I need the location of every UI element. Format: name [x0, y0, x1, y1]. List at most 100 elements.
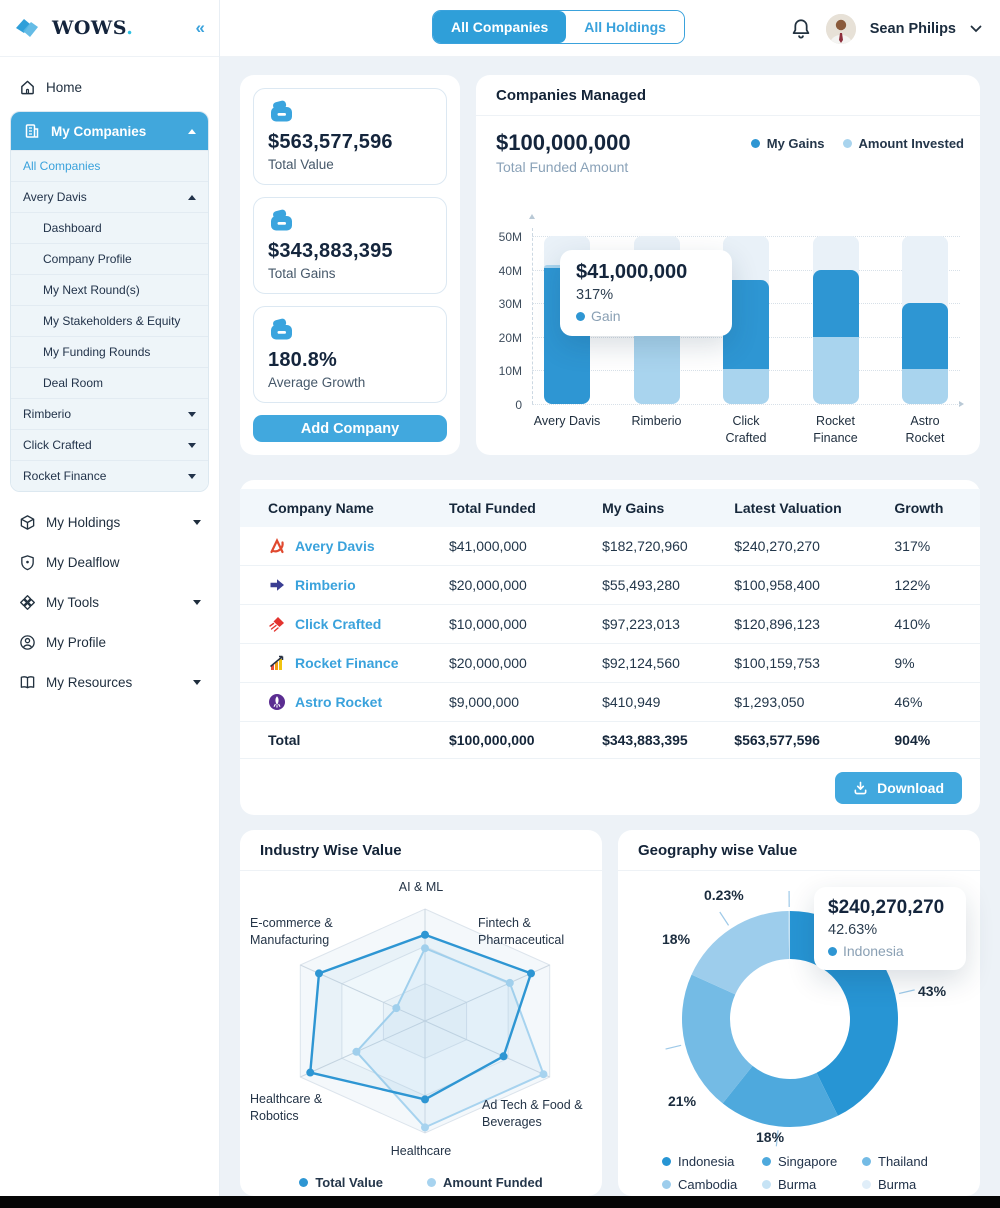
- sidebar-item-my-profile[interactable]: My Profile: [10, 624, 209, 660]
- astro-rocket-logo: [268, 693, 286, 711]
- cell-gains: $55,493,280: [602, 577, 680, 593]
- total-funded: $100,000,000: [448, 732, 535, 748]
- table-row: Astro Rocket $9,000,000 $410,949 $1,293,050…: [240, 683, 980, 722]
- company-link-rimberio[interactable]: Rimberio: [268, 576, 449, 594]
- sidebar-item-label: My Tools: [46, 594, 100, 610]
- sidebar-item-label: Home: [46, 79, 83, 95]
- sidebar-subitem-my-funding-rounds[interactable]: My Funding Rounds: [11, 336, 208, 367]
- sidebar-subitem-deal-room[interactable]: Deal Room: [11, 367, 208, 398]
- user-menu-chevron-icon[interactable]: [970, 25, 982, 33]
- avery-davis-logo: [268, 537, 286, 555]
- bar-segment-invested[interactable]: [812, 336, 859, 404]
- bar-segment-invested[interactable]: [723, 368, 769, 404]
- legend-label: Singapore: [778, 1154, 838, 1169]
- bar-segment-gain[interactable]: [812, 269, 859, 337]
- add-company-button[interactable]: Add Company: [253, 415, 447, 442]
- legend-label: Indonesia: [678, 1154, 735, 1169]
- sidebar-item-home[interactable]: Home: [10, 69, 209, 105]
- radar-point: [421, 1123, 429, 1132]
- bar-astro-rocket[interactable]: Astro Rocket: [902, 236, 948, 445]
- sidebar-collapse-icon[interactable]: «: [195, 18, 206, 37]
- total-gains: $343,883,395: [602, 732, 688, 748]
- legend-label: Amount Invested: [858, 136, 964, 151]
- cell-growth: 410%: [894, 616, 931, 632]
- sidebar: WOWS. « Home My Companies All Companies A…: [0, 0, 220, 1196]
- donut-slice-singapore[interactable]: [722, 1065, 838, 1127]
- sidebar-item-my-resources[interactable]: My Resources: [10, 664, 209, 700]
- sidebar-item-my-tools[interactable]: My Tools: [10, 584, 209, 620]
- sidebar-subitem-click-crafted[interactable]: Click Crafted: [11, 429, 208, 460]
- radar-point: [527, 969, 536, 978]
- x-axis-category-label: Avery Davis: [533, 414, 601, 428]
- table-row: Rocket Finance $20,000,000 $92,124,560 $100…: [240, 644, 980, 683]
- x-axis-category-label: Click Crafted: [725, 414, 767, 445]
- donut-slice-thailand[interactable]: [682, 974, 753, 1104]
- company-link-click-crafted[interactable]: Click Crafted: [268, 615, 449, 633]
- sidebar-subitem-all-companies[interactable]: All Companies: [11, 150, 208, 181]
- subitem-label: Click Crafted: [23, 438, 92, 452]
- toggle-all-companies[interactable]: All Companies: [433, 11, 567, 43]
- company-link-astro-rocket[interactable]: Astro Rocket: [268, 693, 449, 711]
- bar-rocket-finance[interactable]: Rocket Finance: [812, 236, 859, 445]
- sidebar-subitem-my-stakeholders-equity[interactable]: My Stakeholders & Equity: [11, 305, 208, 336]
- radar-point: [306, 1068, 315, 1077]
- sidebar-subitem-dashboard[interactable]: Dashboard: [11, 212, 208, 243]
- tooltip-value: $240,270,270: [828, 897, 945, 918]
- toggle-all-holdings[interactable]: All Holdings: [566, 11, 684, 43]
- radar-axis-label: AI & ML: [398, 880, 444, 894]
- download-button[interactable]: Download: [835, 772, 962, 804]
- company-link-avery-davis[interactable]: Avery Davis: [268, 537, 449, 555]
- legend-dot: [750, 139, 760, 148]
- chevron-down-icon[interactable]: [188, 442, 196, 448]
- subitem-label: Company Profile: [43, 252, 132, 266]
- y-axis-tick-label: 0: [515, 398, 522, 412]
- donut-slice-cambodia[interactable]: [691, 911, 790, 995]
- companies-table-card: Company Name Total Funded My Gains Latest V…: [240, 480, 980, 815]
- y-axis-tick-label: 50M: [498, 230, 522, 244]
- radar-axis-label: Healthcare & Robotics: [250, 1092, 323, 1123]
- dealflow-shield-icon: [18, 553, 36, 571]
- legend-dot: [862, 1180, 871, 1189]
- notification-bell-icon[interactable]: [790, 17, 812, 41]
- bar-segment-invested[interactable]: [633, 335, 680, 404]
- radar-point: [392, 1004, 401, 1013]
- stat-card-average-growth: 180.8% Average Growth: [253, 306, 447, 403]
- gridline: 0: [515, 398, 960, 412]
- sidebar-item-my-companies[interactable]: My Companies: [11, 112, 208, 150]
- bar-segment-gain[interactable]: [902, 303, 948, 369]
- chevron-down-icon[interactable]: [193, 679, 201, 685]
- tooltip-series-label: Gain: [591, 308, 621, 324]
- company-name: Rocket Finance: [295, 655, 399, 671]
- my-companies-block: My Companies All Companies Avery Davis Das…: [10, 111, 209, 492]
- chevron-down-icon[interactable]: [193, 599, 201, 605]
- cell-growth: 46%: [894, 694, 923, 710]
- bar-segment-invested[interactable]: [902, 368, 948, 404]
- wallet-icon: [268, 318, 432, 342]
- radar-chart: AI & ML Fintech & Pharmaceutical Ad Tech &…: [240, 871, 602, 1196]
- legend-item-my-gains: My Gains: [750, 136, 825, 151]
- chevron-down-icon[interactable]: [193, 519, 201, 525]
- cell-growth: 122%: [894, 577, 931, 593]
- sidebar-item-label: My Resources: [46, 674, 133, 690]
- chevron-up-icon[interactable]: [188, 128, 196, 134]
- chevron-down-icon[interactable]: [188, 411, 196, 417]
- wallet-icon: [268, 209, 432, 233]
- stat-value: $563,577,596: [268, 131, 393, 153]
- chevron-up-icon[interactable]: [188, 194, 196, 200]
- table-row: Click Crafted $10,000,000 $97,223,013 $120,…: [240, 605, 980, 644]
- sidebar-subitem-avery-davis[interactable]: Avery Davis: [11, 181, 208, 212]
- sidebar-item-my-holdings[interactable]: My Holdings: [10, 504, 209, 540]
- logo-text: WOWS: [52, 17, 127, 39]
- sidebar-subitem-company-profile[interactable]: Company Profile: [11, 243, 208, 274]
- user-avatar[interactable]: [825, 13, 856, 44]
- sidebar-subitem-rimberio[interactable]: Rimberio: [11, 398, 208, 429]
- subitem-label: Rocket Finance: [23, 469, 107, 483]
- sidebar-subitem-my-next-round-s-[interactable]: My Next Round(s): [11, 274, 208, 305]
- column-header-growth: Growth: [894, 500, 944, 516]
- company-link-rocket-finance[interactable]: Rocket Finance: [268, 654, 449, 672]
- sidebar-item-my-dealflow[interactable]: My Dealflow: [10, 544, 209, 580]
- radar-legend: Total Value Amount Funded: [240, 1175, 602, 1190]
- sidebar-subitem-rocket-finance[interactable]: Rocket Finance: [11, 460, 208, 491]
- chevron-down-icon[interactable]: [188, 473, 196, 479]
- donut-slice-burma[interactable]: [788, 911, 790, 960]
